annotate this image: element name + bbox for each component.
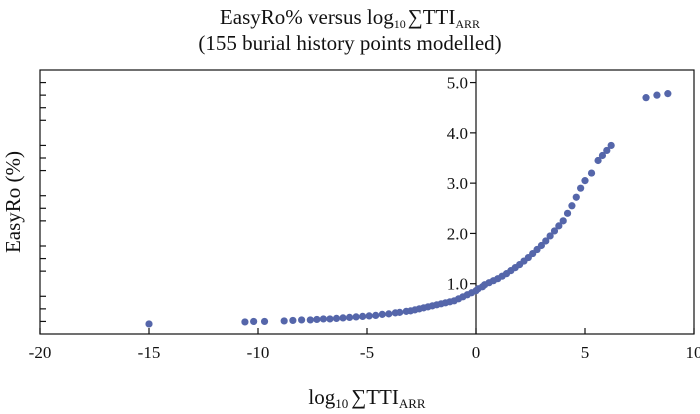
x-axis-label: log10 ∑TTIARR [308,385,426,411]
data-point [298,316,306,324]
plot-frame [39,69,695,335]
data-point [332,314,341,323]
x-tick-label: 0 [472,343,481,362]
x-tick-label: -20 [29,343,52,362]
data-point [339,314,347,322]
data-point [603,146,611,155]
data-point [563,209,572,217]
x-ticks: -20 -15 -10 -5 0 5 10 [29,328,700,362]
y-tick-label: 5.0 [447,74,468,93]
y-tick-label: 2.0 [447,224,468,243]
data-point [385,310,393,318]
data-point [546,232,554,240]
data-point [378,310,386,318]
data-point [280,317,288,325]
data-point [542,237,550,245]
data-point [313,315,321,324]
data-point [577,184,585,192]
data-point [587,169,596,177]
data-point [241,318,249,326]
y-tick-label: 4.0 [447,124,468,143]
data-point [537,241,546,250]
x-tick-label: -5 [360,343,374,362]
y-tick-label: 3.0 [447,174,468,193]
data-point [607,141,615,150]
data-point [326,315,334,323]
data-point [550,227,559,235]
data-point [345,313,354,322]
xlabel-sum-symbol: ∑TTI [351,385,399,409]
title-arr-subscript: ARR [455,17,480,31]
data-point [306,316,314,324]
data-point [642,94,650,102]
data-point [568,202,576,210]
data-point [372,311,380,319]
data-point [581,177,589,185]
title-log-subscript: 10 [394,17,406,31]
data-points [145,90,672,328]
data-point [594,156,602,165]
data-point [319,315,327,323]
data-point [365,312,373,320]
data-point [572,193,580,201]
data-point [250,317,258,326]
xlabel-log-subscript: 10 [335,396,348,411]
y-ticks: 1.0 2.0 3.0 4.0 5.0 [447,74,476,294]
left-minor-ticks [40,81,46,323]
title-main-text: EasyRo% versus log [220,5,394,29]
chart-title-line2: (155 burial history points modelled) [198,31,501,55]
data-point [396,308,404,316]
xlabel-log-text: log [308,385,335,409]
data-point [145,320,153,328]
data-point [664,90,672,98]
x-tick-label: 10 [686,343,700,362]
x-tick-label: -10 [247,343,270,362]
x-tick-label: 5 [581,343,590,362]
chart-title-line1: EasyRo% versus log10∑TTIARR [220,5,480,31]
data-point [653,91,661,99]
data-point [559,217,567,225]
x-tick-label: -15 [138,343,161,362]
data-point [359,312,367,320]
y-axis-label: EasyRo (%) [1,151,25,253]
data-point [289,316,297,325]
data-point [260,317,269,326]
data-point [352,313,360,321]
data-point [598,151,607,160]
data-point [555,222,563,230]
y-tick-label: 1.0 [447,275,468,294]
xlabel-arr-subscript: ARR [399,396,426,411]
title-sum-symbol: ∑TTI [408,5,456,29]
